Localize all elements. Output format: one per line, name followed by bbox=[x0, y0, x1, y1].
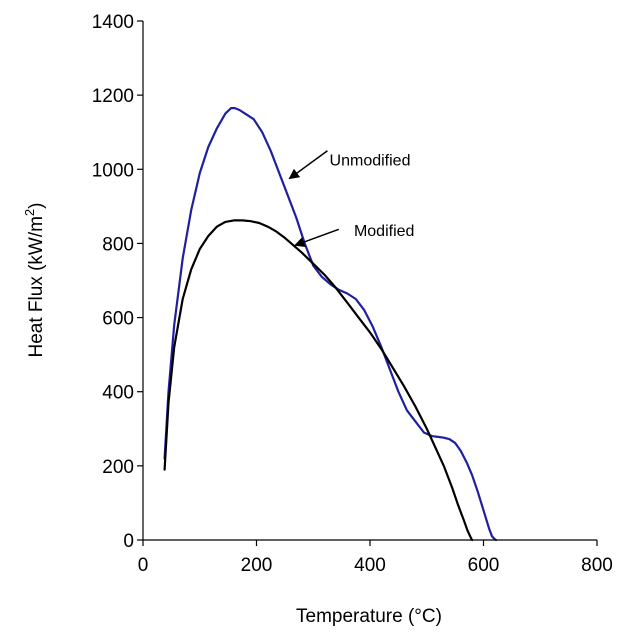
x-tick-label: 0 bbox=[138, 555, 149, 576]
series-line-modified bbox=[163, 219, 474, 542]
y-tick-label: 400 bbox=[102, 383, 134, 404]
y-tick-label: 600 bbox=[102, 309, 134, 330]
series-layer bbox=[163, 107, 498, 542]
y-tick-label: 1200 bbox=[92, 86, 134, 107]
y-tick-label: 200 bbox=[102, 457, 134, 478]
y-tick-label: 0 bbox=[123, 531, 134, 552]
x-tick-label: 600 bbox=[468, 555, 500, 576]
series-line-unmodified bbox=[163, 107, 498, 542]
annotations-layer: Unmodified Modified bbox=[288, 150, 414, 247]
x-tick-label: 200 bbox=[241, 555, 273, 576]
annotation-label-unmodified: Unmodified bbox=[330, 153, 411, 170]
y-tick-label: 800 bbox=[102, 234, 134, 255]
y-axis-title-base: Heat Flux (kW/m bbox=[26, 216, 47, 357]
x-axis-title: Temperature (°C) bbox=[296, 606, 442, 627]
y-axis-title-superscript: 2 bbox=[22, 209, 37, 216]
annotation-label-modified: Modified bbox=[354, 223, 414, 240]
annotation-arrow-unmodified bbox=[288, 150, 328, 180]
x-tick-label: 400 bbox=[354, 555, 386, 576]
x-tick-label: 800 bbox=[581, 555, 613, 576]
y-tick-label: 1000 bbox=[92, 160, 134, 181]
y-tick-label: 1400 bbox=[92, 12, 134, 33]
y-axis-title: Heat Flux (kW/m2) bbox=[22, 202, 47, 357]
y-axis-title-close: ) bbox=[26, 202, 47, 208]
axes-layer: 0 200 400 600 800 1000 1200 1400 0 200 400 600 800 bbox=[92, 12, 613, 576]
annotation-arrow-modified bbox=[294, 228, 340, 247]
